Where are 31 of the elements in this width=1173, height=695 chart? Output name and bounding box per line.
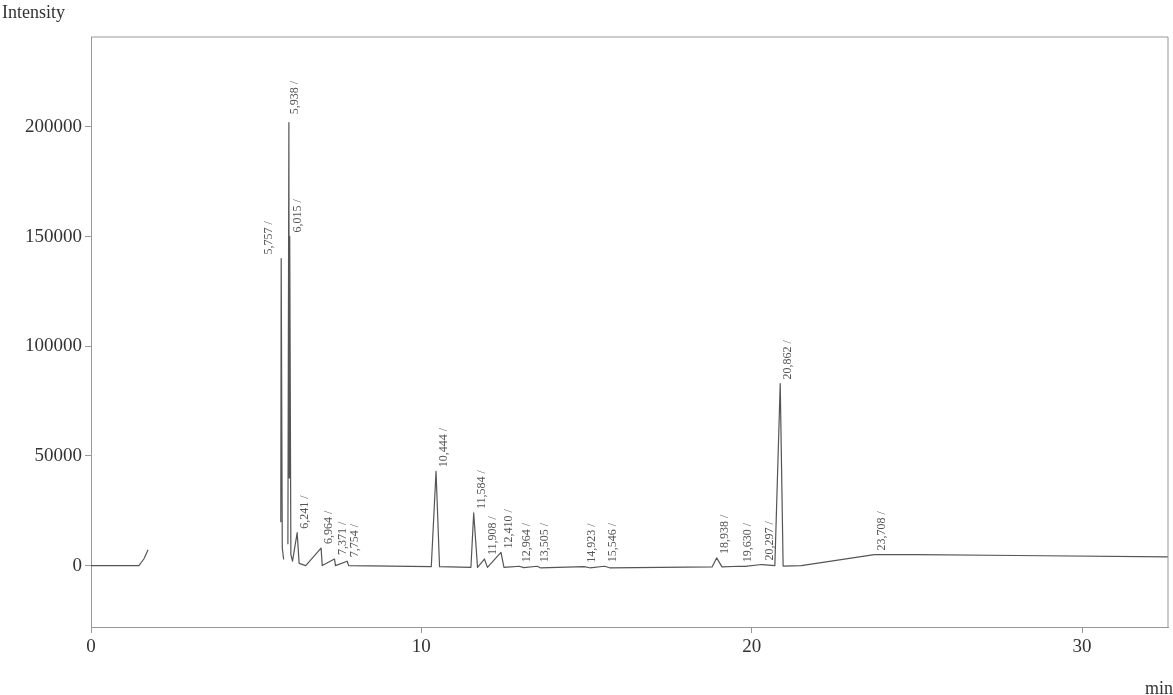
annotation: 20,862 / [780, 339, 795, 380]
x-tick-label: 0 [86, 635, 96, 657]
annotation: 10,444 / [436, 427, 451, 468]
x-axis-title: min [1144, 678, 1173, 695]
x-tick-label: 20 [742, 635, 762, 657]
annotation: 7,371 / [334, 521, 349, 556]
x-tick-label: 30 [1072, 635, 1092, 657]
annotation: 7,754 / [347, 523, 362, 558]
annotation: 5,938 / [287, 80, 302, 115]
annotation: 6,241 / [297, 494, 312, 529]
annotation: 6,964 / [321, 510, 336, 545]
y-tick-label: 100000 [25, 334, 82, 356]
annotation: 13,505 / [537, 522, 552, 563]
y-tick-label: 150000 [25, 224, 82, 246]
x-tick-label: 10 [411, 635, 431, 657]
annotation: 19,630 / [739, 522, 754, 563]
y-tick-label: 200000 [25, 114, 82, 136]
annotation: 6,015 / [289, 198, 304, 233]
annotation: 18,938 / [716, 513, 731, 554]
annotation: 14,923 / [584, 522, 599, 563]
y-axis-title: Intensity [2, 2, 65, 23]
annotation: 12,410 / [501, 508, 516, 549]
annotation: 15,546 / [604, 522, 619, 563]
annotation: 23,708 / [874, 510, 889, 551]
y-tick-label: 50000 [34, 443, 82, 465]
annotation: 20,297 / [761, 520, 776, 561]
annotation: 12,964 / [519, 522, 534, 563]
annotation: 11,908 / [484, 515, 499, 556]
y-tick-label: 0 [72, 553, 82, 575]
annotation: 11,584 / [473, 469, 488, 509]
annotation: 5,757 / [261, 220, 276, 255]
